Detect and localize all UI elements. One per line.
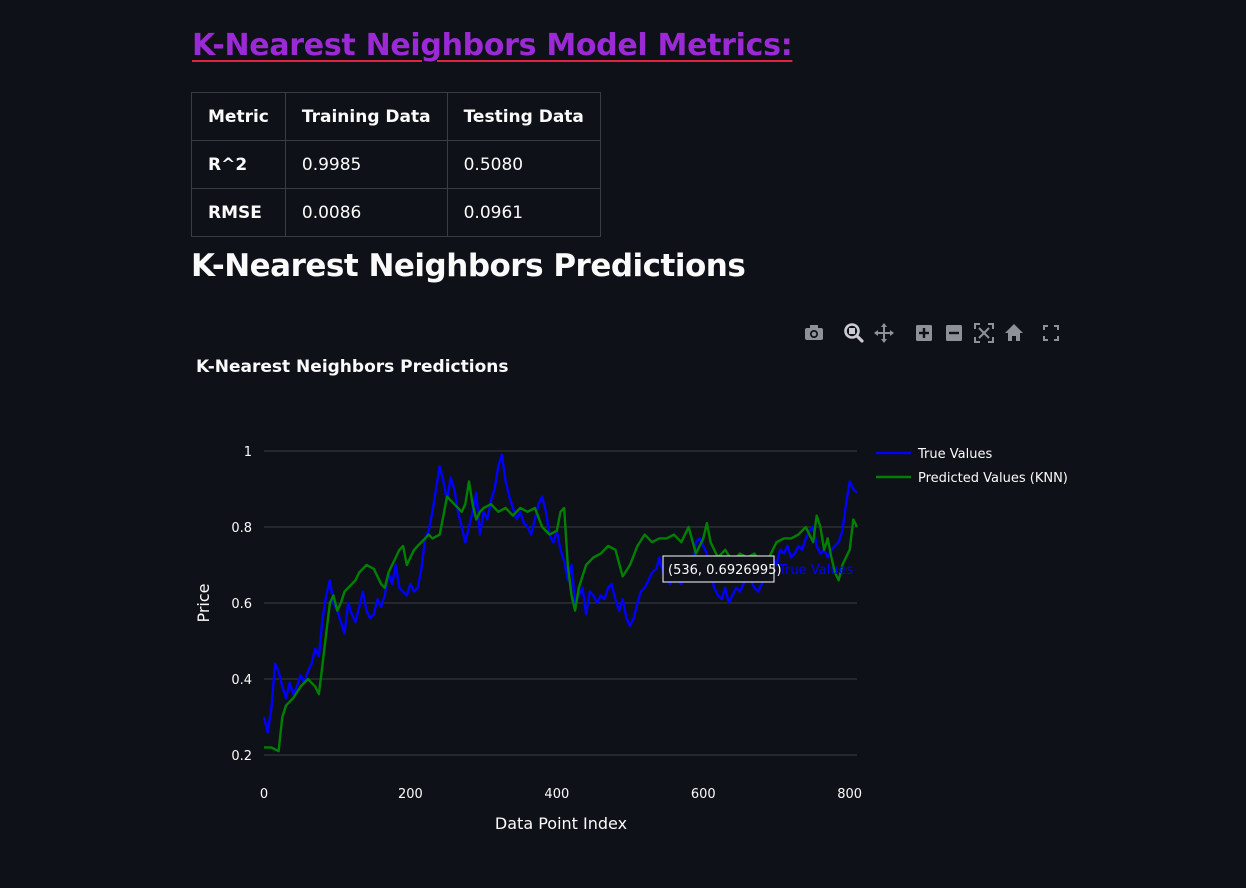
metrics-header-row: Metric Training Data Testing Data — [191, 92, 601, 141]
metric-name-cell: RMSE — [191, 188, 286, 237]
x-axis-label: Data Point Index — [495, 814, 627, 833]
autoscale-icon[interactable] — [974, 323, 994, 343]
zoom-icon[interactable] — [844, 323, 864, 343]
x-tick-label: 0 — [260, 787, 268, 802]
x-tick-label: 400 — [544, 787, 569, 802]
chart-title: K-Nearest Neighbors Predictions — [196, 357, 508, 377]
legend-label: Predicted Values (KNN) — [918, 471, 1068, 486]
column-header-training: Training Data — [284, 92, 448, 141]
modebar — [805, 323, 1059, 343]
legend-label: True Values — [917, 447, 992, 462]
table-row: RMSE 0.0086 0.0961 — [191, 188, 601, 237]
x-tick-label: 800 — [837, 787, 862, 802]
metrics-table: Metric Training Data Testing Data R^2 0.… — [191, 92, 601, 237]
zoom-out-icon[interactable] — [946, 325, 962, 341]
hover-tooltip: (536, 0.6926995)True Values — [662, 555, 853, 583]
tooltip-series-name: True Values — [778, 563, 853, 578]
zoom-in-icon[interactable] — [916, 325, 932, 341]
x-tick-label: 600 — [691, 787, 716, 802]
y-tick-label: 0.4 — [231, 673, 252, 688]
y-tick-label: 0.2 — [231, 749, 252, 764]
tooltip-text: (536, 0.6926995) — [668, 563, 782, 578]
y-axis-label: Price — [194, 583, 213, 622]
predictions-heading: K-Nearest Neighbors Predictions — [191, 248, 746, 284]
training-value-cell: 0.0086 — [284, 188, 448, 237]
column-header-testing: Testing Data — [446, 92, 601, 141]
home-icon[interactable] — [1005, 324, 1023, 341]
pan-icon[interactable] — [874, 323, 894, 343]
true-values-line — [262, 453, 858, 734]
table-row: R^2 0.9985 0.5080 — [191, 140, 601, 189]
testing-value-cell: 0.5080 — [446, 140, 601, 189]
x-tick-label: 200 — [398, 787, 423, 802]
legend-item-predicted-values[interactable]: Predicted Values (KNN) — [876, 471, 1068, 486]
training-value-cell: 0.9985 — [284, 140, 448, 189]
metrics-heading[interactable]: K-Nearest Neighbors Model Metrics: — [192, 28, 793, 63]
column-header-metric: Metric — [191, 92, 286, 141]
fullscreen-icon[interactable] — [1043, 325, 1059, 341]
y-gridlines — [264, 450, 857, 756]
legend-item-true-values[interactable]: True Values — [876, 447, 992, 462]
legend: True Values Predicted Values (KNN) — [876, 447, 1068, 486]
camera-icon[interactable] — [805, 325, 823, 340]
y-tick-label: 0.6 — [231, 597, 252, 612]
y-tick-label: 1 — [244, 445, 252, 460]
tooltip-box — [662, 555, 775, 583]
y-tick-label: 0.8 — [231, 521, 252, 536]
testing-value-cell: 0.0961 — [446, 188, 601, 237]
